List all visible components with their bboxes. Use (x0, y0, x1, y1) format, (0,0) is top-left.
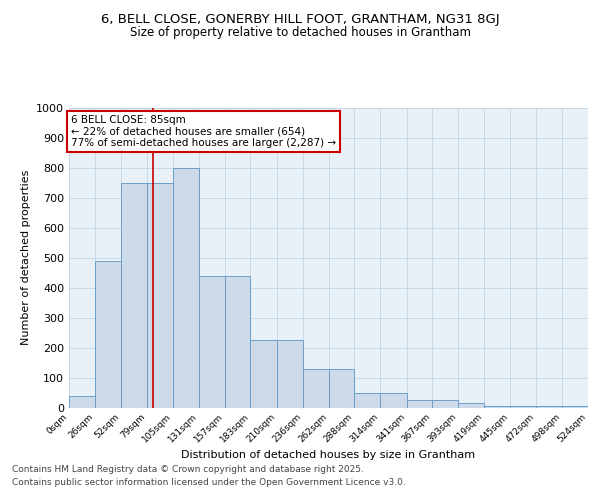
Bar (329, 368, 354, 408)
Bar (484, 406, 510, 407)
Bar (354, 392, 380, 407)
Text: Contains HM Land Registry data © Crown copyright and database right 2025.: Contains HM Land Registry data © Crown c… (12, 466, 364, 474)
Text: Size of property relative to detached houses in Grantham: Size of property relative to detached ho… (130, 26, 470, 39)
Bar (147, 182, 173, 408)
Text: 6, BELL CLOSE, GONERBY HILL FOOT, GRANTHAM, NG31 8GJ: 6, BELL CLOSE, GONERBY HILL FOOT, GRANTH… (101, 14, 499, 26)
Text: 6 BELL CLOSE: 85sqm
← 22% of detached houses are smaller (654)
77% of semi-detac: 6 BELL CLOSE: 85sqm ← 22% of detached ho… (71, 115, 336, 148)
Bar (433, 400, 458, 407)
Bar (199, 276, 224, 407)
Bar (173, 168, 199, 408)
Bar (250, 340, 277, 407)
Bar (407, 400, 433, 407)
Bar (121, 182, 147, 408)
X-axis label: Distribution of detached houses by size in Grantham: Distribution of detached houses by size … (181, 450, 476, 460)
Bar (458, 403, 484, 407)
Bar (562, 406, 588, 407)
Bar (380, 392, 407, 407)
Y-axis label: Number of detached properties: Number of detached properties (20, 170, 31, 345)
Bar (277, 340, 303, 407)
Bar (510, 406, 536, 407)
Bar (69, 396, 95, 407)
Bar (303, 368, 329, 408)
Bar (95, 260, 121, 408)
Text: Contains public sector information licensed under the Open Government Licence v3: Contains public sector information licen… (12, 478, 406, 487)
Bar (224, 276, 250, 407)
Bar (536, 406, 562, 407)
